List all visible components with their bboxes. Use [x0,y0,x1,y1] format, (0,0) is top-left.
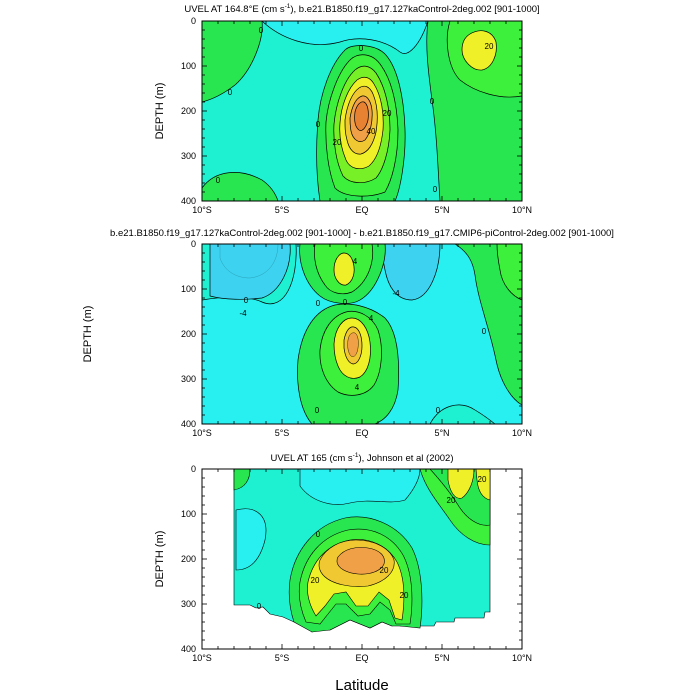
y-tick-label: 400 [181,196,196,206]
contour-label: 0 [359,44,364,53]
contour-label: 0 [228,88,233,97]
y-tick-label: 200 [181,554,196,564]
contour-band-ncc-20 [447,469,475,499]
panel-3-contour-labels: 0 0 20 20 20 20 20 [257,475,487,611]
contour-label: 0 [244,296,249,305]
contour-label: 40 [367,127,376,136]
y-tick-label: 0 [191,464,196,474]
contour-band-euc-40 [336,547,385,575]
panel-1-contour-labels: 0 0 0 0 0 0 0 20 20 20 40 [216,26,494,194]
x-tick-label: 10°N [512,653,532,663]
contour-label: 4 [353,257,358,266]
contour-label: 20 [485,42,494,51]
x-tick-label: 10°N [512,428,532,438]
x-tick-label: 10°S [192,205,212,215]
y-tick-label: 300 [181,599,196,609]
contour-label: 0 [316,120,321,129]
panel-2-field [202,244,522,424]
x-tick-label: 10°N [512,205,532,215]
contour-band-surface-8 [333,252,355,286]
contour-band-zero-left [202,21,263,103]
contour-label: 0 [259,26,264,35]
y-tick-label: 100 [181,509,196,519]
contour-label: -4 [239,309,247,318]
panel-1-field [202,21,522,201]
panel-1: UVEL AT 164.8°E (cm s-1), b.e21.B1850.f1… [184,3,540,201]
contour-label: 0 [436,406,441,415]
contour-band-negative-right [379,244,441,301]
contour-label: 0 [343,298,348,307]
contour-label: -4 [392,289,400,298]
contour-label: 20 [383,109,392,118]
contour-band-negative-left-core [219,244,279,279]
x-tick-label: 5°N [434,205,449,215]
contour-label: 4 [355,383,360,392]
y-axis-label: DEPTH (m) [82,306,94,363]
contour-label: 20 [478,475,487,484]
contour-band-zero-left [235,508,267,571]
y-axis-label: DEPTH (m) [154,531,166,588]
y-tick-label: 300 [181,374,196,384]
contour-label: 0 [433,185,438,194]
contour-label: 20 [333,138,342,147]
contour-label: 0 [216,176,221,185]
contour-band-subsurface-16 [347,332,359,357]
panel-3-title: UVEL AT 165 (cm s-1), Johnson et al (200… [270,452,453,464]
y-tick-label: 200 [181,106,196,116]
contour-label: 0 [430,97,435,106]
y-tick-label: 400 [181,644,196,654]
panel-3-field [202,469,522,649]
y-tick-label: 300 [181,151,196,161]
y-tick-label: 0 [191,16,196,26]
contour-band-negative [261,21,429,54]
x-tick-label: 5°S [275,205,290,215]
panel-3: UVEL AT 165 (cm s-1), Johnson et al (200… [202,452,522,649]
panel-2-title: b.e21.B1850.f19_g17.127kaControl-2deg.00… [110,228,614,239]
panel-2-contour-labels: 0 0 0 0 0 0 -4 -4 4 4 4 [239,257,486,415]
x-tick-label: 5°S [275,653,290,663]
contour-label: 20 [447,496,456,505]
y-tick-label: 100 [181,61,196,71]
contour-band-bottom-right [429,404,496,424]
x-axis-label: Latitude [335,677,388,694]
contour-label: 4 [369,314,374,323]
contour-label: 0 [257,602,262,611]
contour-label: 0 [316,530,321,539]
contour-label: 0 [316,299,321,308]
x-tick-label: 10°S [192,653,212,663]
contour-band-ncc-20 [461,30,497,71]
contour-label: 20 [311,576,320,585]
x-tick-label: EQ [355,428,368,438]
panel-2: b.e21.B1850.f19_g17.127kaControl-2deg.00… [110,228,614,424]
y-tick-label: 0 [191,239,196,249]
x-tick-label: 5°N [434,653,449,663]
contour-label: 20 [400,591,409,600]
contour-label: 0 [315,406,320,415]
x-tick-label: EQ [355,205,368,215]
y-axis-label: DEPTH (m) [154,83,166,140]
x-tick-label: 5°N [434,428,449,438]
y-tick-label: 400 [181,419,196,429]
x-tick-label: 10°S [192,428,212,438]
contour-band-euc-60 [354,101,369,131]
y-tick-label: 200 [181,329,196,339]
contour-band-ncc-20-right [475,469,491,501]
panel-1-title: UVEL AT 164.8°E (cm s-1), b.e21.B1850.f1… [184,3,539,15]
contour-label: 20 [380,566,389,575]
y-tick-label: 100 [181,284,196,294]
contour-band-positive-right-inner [496,244,522,301]
contour-label: 0 [482,327,487,336]
x-tick-label: 5°S [275,428,290,438]
x-tick-label: EQ [355,653,368,663]
contour-band-zero-bottom [202,172,279,201]
contour-band-zero-upper [299,469,421,505]
